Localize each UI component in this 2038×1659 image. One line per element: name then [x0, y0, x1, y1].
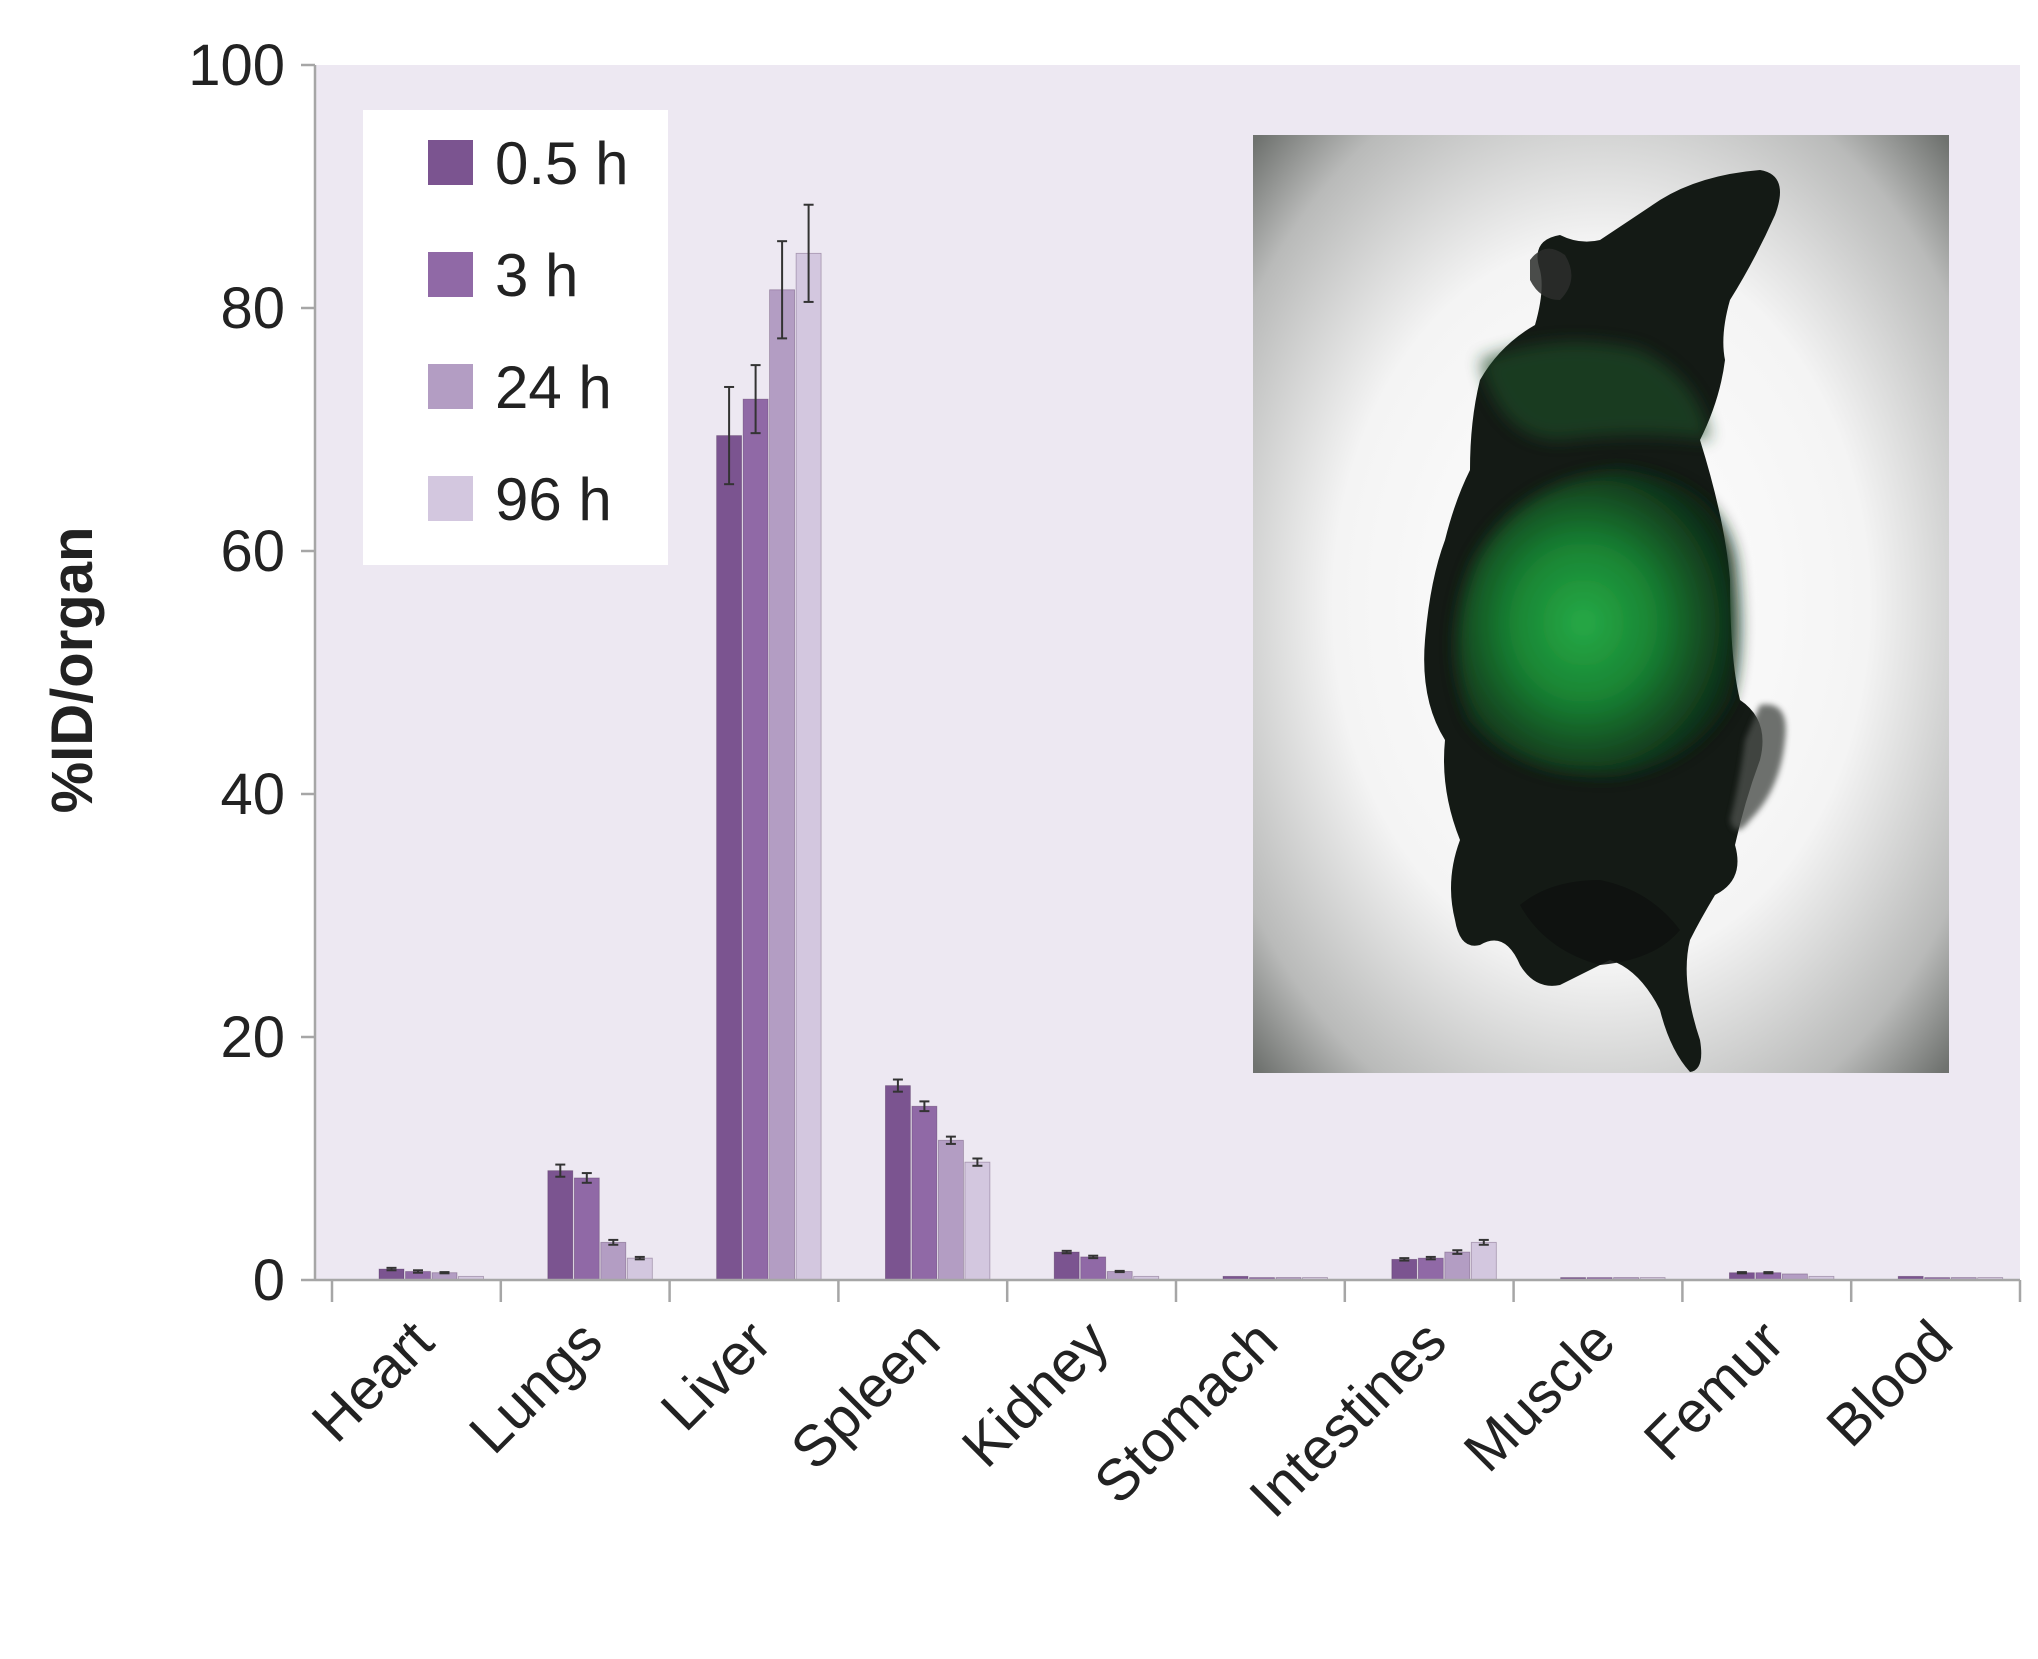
x-tick-label: Liver	[649, 1308, 784, 1443]
x-tick-label: Femur	[1632, 1308, 1796, 1472]
legend-box	[363, 110, 668, 565]
legend-label: 0.5 h	[495, 130, 628, 197]
inset-mouse-image	[1253, 135, 1949, 1073]
legend-swatch	[428, 476, 473, 521]
bar-spleen-96h	[964, 1161, 991, 1281]
y-tick-label: 20	[220, 1005, 285, 1070]
x-tick-label: Lungs	[457, 1308, 615, 1466]
legend-label: 96 h	[495, 466, 612, 533]
bar-lungs-96h	[626, 1257, 653, 1281]
x-tick-label: Kidney	[950, 1308, 1121, 1479]
bar-lungs-24h	[600, 1241, 627, 1281]
x-tick-label: Blood	[1814, 1308, 1965, 1459]
x-axis-labels: Heart Lungs LiverSpleenKidneyStomachIntest…	[300, 1308, 1965, 1530]
legend-swatch	[428, 252, 473, 297]
bar-intestines-24h	[1444, 1251, 1471, 1281]
y-tick-label: 40	[220, 762, 285, 827]
legend-swatch	[428, 364, 473, 409]
bar-spleen-05h	[885, 1085, 911, 1281]
y-axis-label: %ID/organ	[40, 527, 105, 814]
bar-liver-3h	[742, 398, 769, 1281]
bar-kidney-3h	[1080, 1256, 1107, 1281]
bar-intestines-05h	[1391, 1258, 1418, 1281]
x-tick-label: Heart	[300, 1308, 446, 1454]
y-axis-ticks: 0 20 40 60 80 100	[188, 33, 315, 1313]
bar-liver-96h	[795, 252, 822, 1281]
bar-liver-05h	[716, 435, 742, 1281]
x-tick-label: Muscle	[1452, 1308, 1628, 1484]
legend-swatch	[428, 140, 473, 185]
y-tick-label: 0	[253, 1248, 285, 1313]
bar-intestines-96h	[1470, 1241, 1497, 1281]
legend-label: 3 h	[495, 242, 578, 309]
bar-spleen-3h	[911, 1105, 938, 1281]
axes	[313, 65, 2022, 1302]
y-tick-label: 60	[220, 519, 285, 584]
y-tick-label: 80	[220, 276, 285, 341]
legend: 0.5 h 3 h 24 h 96 h	[363, 110, 668, 565]
x-tick-label: Spleen	[779, 1308, 953, 1482]
bar-liver-24h	[769, 289, 795, 1281]
legend-label: 24 h	[495, 354, 612, 421]
bar-lungs-3h	[573, 1177, 600, 1281]
bars	[378, 203, 2004, 1281]
bar-intestines-3h	[1417, 1257, 1444, 1281]
bar-lungs-05h	[547, 1170, 574, 1281]
bar-spleen-24h	[938, 1139, 964, 1281]
bar-kidney-05h	[1053, 1251, 1080, 1281]
y-tick-label: 100	[188, 33, 285, 98]
mouse-silhouette	[1424, 170, 1786, 1072]
